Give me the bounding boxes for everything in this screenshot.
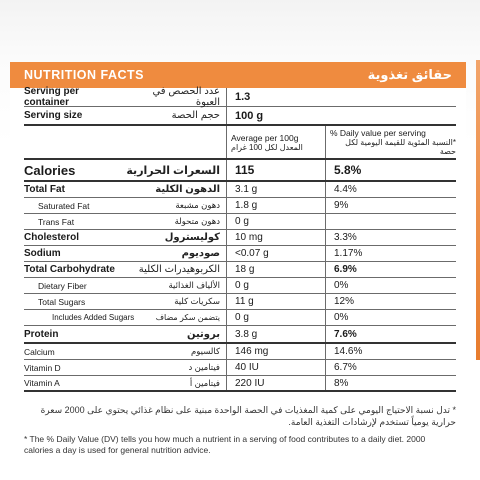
total-sugars-label-ar: سكريات كلية <box>174 296 220 306</box>
nutrient-row-saturated-fat: Saturated Fat دهون مشبعة 1.8 g 9% <box>24 198 456 214</box>
cholesterol-dv: 3.3% <box>334 232 357 243</box>
nutrient-row-protein: Protein بروتين 3.8 g 7.6% <box>24 326 456 344</box>
nutrient-row-trans-fat: Trans Fat دهون متحولة 0 g <box>24 214 456 230</box>
footnotes: * تدل نسبة الاحتياج اليومي على كمية المغ… <box>24 404 456 456</box>
calories-label-en: Calories <box>24 162 76 178</box>
nutrient-row-total-carbohydrate: Total Carbohydrate الكربوهيدرات الكلية 18… <box>24 262 456 278</box>
nutrient-row-added-sugars: Includes Added Sugars يتضمن سكر مضاف 0 g … <box>24 310 456 326</box>
total-carb-label-en: Total Carbohydrate <box>24 264 115 275</box>
vitamin-d-dv: 6.7% <box>334 362 357 373</box>
protein-label-en: Protein <box>24 328 59 340</box>
calcium-label-en: Calcium <box>24 346 55 357</box>
dietary-fiber-label-en: Dietary Fiber <box>38 280 87 291</box>
calories-label-ar: السعرات الحرارية <box>126 164 220 177</box>
nutrient-row-cholesterol: Cholesterol كوليسترول 10 mg 3.3% <box>24 230 456 246</box>
avg-header-en: Average per 100g <box>231 132 299 143</box>
serving-container-row: Serving per container عدد الحصص في العبو… <box>24 86 456 108</box>
sodium-value: <0.07 g <box>235 248 269 259</box>
added-sugars-label-ar: يتضمن سكر مضاف <box>155 313 220 322</box>
footnote-ar: * تدل نسبة الاحتياج اليومي على كمية المغ… <box>40 405 456 427</box>
calcium-value: 146 mg <box>235 346 269 357</box>
serving-container-label-en: Serving per container <box>24 86 80 108</box>
saturated-fat-value: 1.8 g <box>235 200 258 211</box>
dietary-fiber-label-ar: الألياف الغذائية <box>168 280 221 290</box>
calcium-label-ar: كالسيوم <box>190 346 220 356</box>
vitamin-d-value: 40 IU <box>235 362 259 373</box>
avg-header-ar: المعدل لكل 100 غرام <box>231 142 303 152</box>
serving-container-label-ar: عدد الحصص في العبوة <box>152 86 220 108</box>
saturated-fat-label-en: Saturated Fat <box>38 200 90 211</box>
vitamin-a-value: 220 IU <box>235 377 265 389</box>
nutrient-row-vitamin-a: Vitamin A فيتامين أ 220 IU 8% <box>24 376 456 392</box>
nutrient-row-calcium: Calcium كالسيوم 146 mg 14.6% <box>24 344 456 360</box>
cholesterol-value: 10 mg <box>235 232 263 243</box>
column-header-row: Average per 100g المعدل لكل 100 غرام % D… <box>24 126 456 160</box>
serving-size-label-ar: حجم الحصة <box>171 110 220 121</box>
nutrient-row-total-sugars: Total Sugars سكريات كلية 11 g 12% <box>24 294 456 310</box>
dietary-fiber-dv: 0% <box>334 280 349 291</box>
nutrition-label: NUTRITION FACTS حقائق تغذوية Serving per… <box>10 62 466 456</box>
total-sugars-value: 11 g <box>235 296 254 307</box>
vitamin-d-label-en: Vitamin D <box>24 362 61 373</box>
nutrient-row-sodium: Sodium صوديوم <0.07 g 1.17% <box>24 246 456 262</box>
dv-header-ar: *النسبة المئوية للقيمة اليومية لكل حصة <box>345 138 456 156</box>
total-fat-value: 3.1 g <box>235 184 258 195</box>
sodium-dv: 1.17% <box>334 248 363 259</box>
nutrition-header: NUTRITION FACTS حقائق تغذوية <box>10 62 466 88</box>
calories-value: 115 <box>235 163 255 177</box>
added-sugars-dv: 0% <box>334 312 349 323</box>
vitamin-a-dv: 8% <box>334 377 349 389</box>
total-fat-dv: 4.4% <box>334 184 357 195</box>
total-fat-label-ar: الدهون الكلية <box>155 184 220 195</box>
serving-size-label-en: Serving size <box>24 110 83 121</box>
saturated-fat-dv: 9% <box>334 200 349 211</box>
total-carb-dv: 6.9% <box>334 264 357 275</box>
protein-label-ar: بروتين <box>186 328 220 340</box>
total-carb-value: 18 g <box>235 264 255 275</box>
saturated-fat-label-ar: دهون مشبعة <box>175 200 220 210</box>
sodium-label-ar: صوديوم <box>181 248 220 259</box>
serving-size-value: 100 g <box>235 109 264 122</box>
total-carb-label-ar: الكربوهيدرات الكلية <box>138 264 220 275</box>
vitamin-a-label-ar: فيتامين أ <box>189 377 220 388</box>
added-sugars-label-en: Includes Added Sugars <box>52 313 135 322</box>
vitamin-a-label-en: Vitamin A <box>24 378 60 388</box>
calcium-dv: 14.6% <box>334 346 363 357</box>
calories-dv: 5.8% <box>334 163 362 177</box>
nutrition-table: Serving per container عدد الحصص في العبو… <box>24 86 456 392</box>
protein-value: 3.8 g <box>235 328 258 340</box>
dv-header-en: % Daily value per serving <box>330 128 426 138</box>
protein-dv: 7.6% <box>334 328 357 340</box>
trans-fat-label-ar: دهون متحولة <box>174 216 220 226</box>
serving-container-value: 1.3 <box>235 91 251 103</box>
header-title-ar: حقائق تغذوية <box>367 67 452 82</box>
trans-fat-value: 0 g <box>235 216 249 227</box>
header-title-en: NUTRITION FACTS <box>24 68 144 82</box>
total-sugars-dv: 12% <box>334 296 355 307</box>
serving-size-row: Serving size حجم الحصة 100 g <box>24 107 456 126</box>
sodium-label-en: Sodium <box>24 248 61 259</box>
nutrient-row-calories: Calories السعرات الحرارية 115 5.8% <box>24 160 456 182</box>
cholesterol-label-ar: كوليسترول <box>164 232 220 243</box>
footnote-en: * The % Daily Value (DV) tells you how m… <box>24 434 426 455</box>
total-fat-label-en: Total Fat <box>24 184 65 195</box>
nutrient-row-vitamin-d: Vitamin D فيتامين د 40 IU 6.7% <box>24 360 456 376</box>
vitamin-d-label-ar: فيتامين د <box>188 362 220 372</box>
cholesterol-label-en: Cholesterol <box>24 232 80 243</box>
total-sugars-label-en: Total Sugars <box>38 296 86 307</box>
nutrient-row-total-fat: Total Fat الدهون الكلية 3.1 g 4.4% <box>24 182 456 198</box>
dietary-fiber-value: 0 g <box>235 280 249 291</box>
added-sugars-value: 0 g <box>235 312 249 323</box>
trans-fat-label-en: Trans Fat <box>38 216 75 227</box>
nutrient-row-dietary-fiber: Dietary Fiber الألياف الغذائية 0 g 0% <box>24 278 456 294</box>
